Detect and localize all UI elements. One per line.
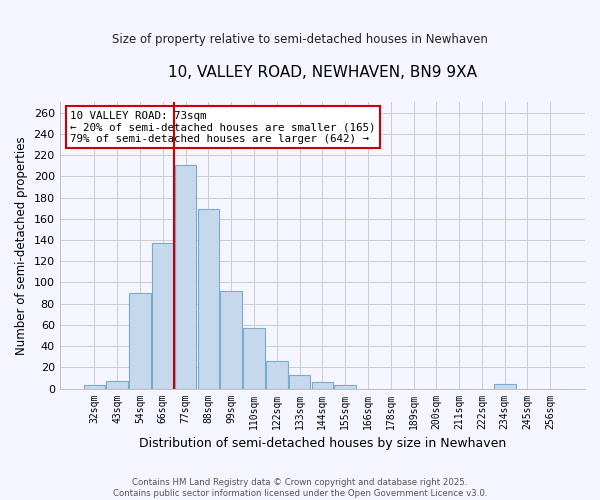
Text: Contains HM Land Registry data © Crown copyright and database right 2025.
Contai: Contains HM Land Registry data © Crown c… <box>113 478 487 498</box>
Bar <box>311 382 333 388</box>
Bar <box>220 291 242 388</box>
Y-axis label: Number of semi-detached properties: Number of semi-detached properties <box>15 136 28 354</box>
Bar <box>334 386 356 388</box>
Text: 10 VALLEY ROAD: 73sqm
← 20% of semi-detached houses are smaller (165)
79% of sem: 10 VALLEY ROAD: 73sqm ← 20% of semi-deta… <box>70 110 376 144</box>
Bar <box>175 164 196 388</box>
Bar <box>289 375 310 388</box>
Text: Size of property relative to semi-detached houses in Newhaven: Size of property relative to semi-detach… <box>112 32 488 46</box>
Bar <box>83 386 105 388</box>
Bar <box>129 293 151 388</box>
Bar <box>106 381 128 388</box>
Bar <box>243 328 265 388</box>
Bar <box>197 209 219 388</box>
Title: 10, VALLEY ROAD, NEWHAVEN, BN9 9XA: 10, VALLEY ROAD, NEWHAVEN, BN9 9XA <box>168 65 477 80</box>
Bar <box>494 384 515 388</box>
X-axis label: Distribution of semi-detached houses by size in Newhaven: Distribution of semi-detached houses by … <box>139 437 506 450</box>
Bar <box>266 361 287 388</box>
Bar <box>152 243 173 388</box>
